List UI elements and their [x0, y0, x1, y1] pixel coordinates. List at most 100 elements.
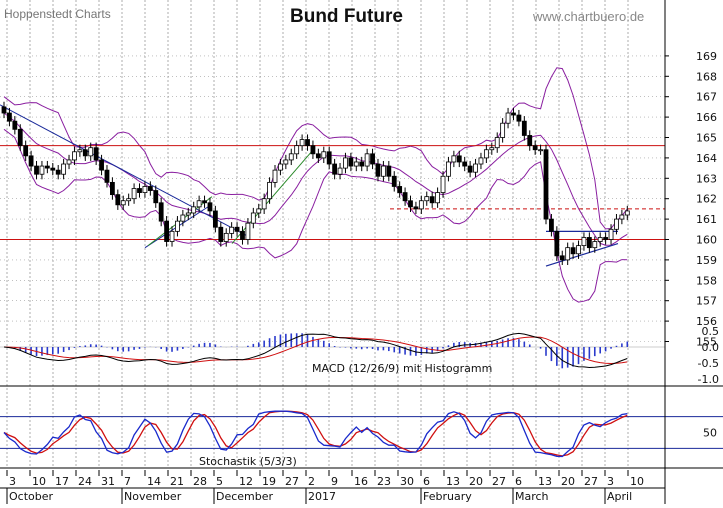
month-label: March [515, 490, 549, 503]
candle-body [147, 186, 153, 191]
candle-body [391, 175, 397, 187]
candle-body [104, 169, 110, 183]
candle-body [66, 159, 72, 165]
date-tick-label: 20 [561, 475, 575, 488]
price-tick-label: 158 [696, 274, 717, 287]
candle-body [61, 163, 67, 175]
candle-body [538, 149, 543, 152]
candle-body [137, 188, 142, 193]
candle-body [55, 169, 61, 175]
candle-body [353, 161, 359, 167]
candle-body [521, 120, 527, 136]
candle-body [505, 112, 511, 124]
grid-lines [0, 0, 665, 468]
candle-body [207, 202, 213, 212]
candle-body [397, 186, 403, 193]
price-tick-label: 165 [696, 132, 717, 145]
candle-body [549, 218, 554, 232]
stoch-d-line [3, 410, 628, 457]
price-tick-label: 166 [696, 111, 717, 124]
candle-body [77, 149, 83, 153]
macd-title: MACD (12/26/9) mit Histogramm [312, 362, 492, 375]
candle-body [28, 155, 34, 167]
candle-body [494, 137, 500, 149]
price-tick-label: 162 [696, 193, 717, 206]
price-tick-label: 157 [696, 295, 717, 308]
candle-body [321, 151, 327, 159]
date-tick-label: 27 [285, 475, 299, 488]
macd-signal-line [3, 336, 628, 365]
candle-body [261, 198, 267, 210]
candle-body [559, 255, 565, 261]
candle-body [337, 167, 343, 175]
candle-body [180, 214, 186, 222]
date-tick-label: 3 [9, 475, 16, 488]
price-tick-label: 164 [696, 152, 717, 165]
candle-body [191, 206, 197, 214]
date-tick-label: 19 [262, 475, 276, 488]
green-channel-lower [147, 196, 213, 247]
candle-body [348, 157, 354, 167]
candle-body [229, 226, 235, 234]
candle-body [451, 155, 457, 163]
candle-body [267, 181, 272, 200]
month-label: 2017 [308, 490, 336, 503]
date-tick-label: 6 [423, 475, 430, 488]
candle-body [278, 163, 283, 171]
candle-body [82, 149, 88, 157]
candle-body [624, 210, 630, 216]
date-tick-label: 14 [147, 475, 161, 488]
date-tick-label: 2 [308, 475, 315, 488]
candle-body [245, 222, 251, 240]
candle-body [500, 122, 506, 138]
date-tick-label: 5 [216, 475, 223, 488]
date-tick-label: 12 [239, 475, 253, 488]
candle-body [359, 161, 365, 167]
candle-body [158, 202, 164, 222]
date-tick-label: 10 [630, 475, 644, 488]
price-tick-label: 155 [696, 336, 717, 349]
price-tick-label: 169 [696, 50, 717, 63]
candle-body [375, 163, 381, 177]
candle-body [294, 145, 300, 155]
candle-body [212, 210, 218, 228]
candle-body [234, 226, 240, 232]
candle-body [288, 153, 294, 161]
candle-body [164, 220, 170, 242]
candle-body [310, 145, 316, 155]
candle-body [614, 218, 619, 230]
date-tick-label: 9 [331, 475, 338, 488]
stochastic-title: Stochastik (5/3/3) [199, 455, 297, 468]
candle-body [581, 237, 587, 247]
candle-body [483, 149, 489, 159]
candle-body [570, 247, 576, 255]
candle-body [185, 212, 191, 216]
price-tick-label: 160 [696, 234, 717, 247]
candle-body [511, 112, 516, 116]
price-tick-label: 163 [696, 172, 717, 185]
month-label: December [216, 490, 274, 503]
candle-body [272, 169, 278, 183]
month-label: October [9, 490, 53, 503]
candle-body [202, 200, 207, 204]
candle-body [115, 194, 121, 206]
date-tick-label: 27 [584, 475, 598, 488]
stochastic-panel: Stochastik (5/3/3) [0, 410, 723, 468]
candle-body [315, 153, 321, 159]
price-tick-label: 161 [696, 213, 717, 226]
candle-body [343, 157, 348, 169]
candle-body [223, 232, 229, 242]
date-tick-label: 7 [124, 475, 131, 488]
candle-body [364, 153, 370, 167]
candle-body [473, 163, 478, 173]
candle-body [332, 163, 338, 175]
candle-body [462, 161, 468, 167]
candle-body [565, 247, 571, 261]
date-tick-label: 27 [492, 475, 506, 488]
candle-body [256, 208, 262, 214]
date-tick-label: 10 [32, 475, 46, 488]
price-tick-label: 156 [696, 315, 717, 328]
candle-body [527, 135, 533, 147]
